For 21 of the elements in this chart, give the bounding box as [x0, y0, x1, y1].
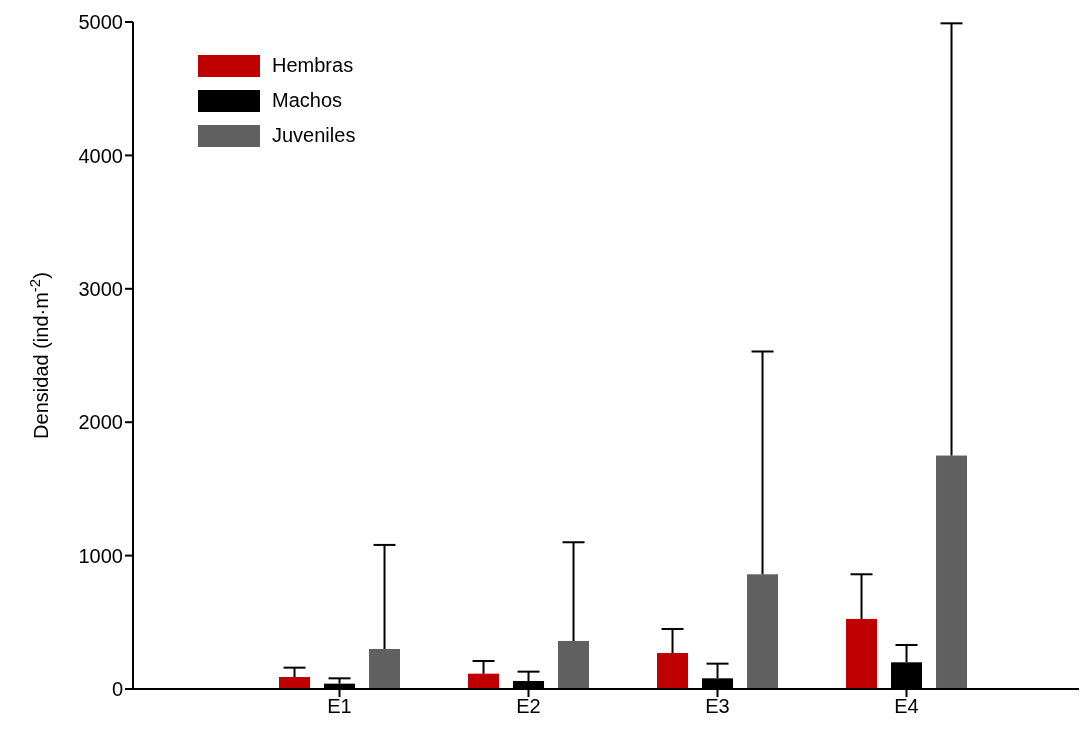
y-tick-label: 4000	[78, 144, 123, 167]
bar	[468, 673, 500, 689]
x-tick-label: E4	[894, 695, 919, 718]
bar	[657, 652, 689, 689]
x-tick-label: E2	[516, 695, 541, 718]
y-tick-label: 3000	[78, 277, 123, 300]
y-tick-label: 1000	[78, 544, 123, 567]
legend-label: Machos	[272, 88, 343, 113]
bar	[369, 648, 401, 689]
bar	[279, 676, 311, 689]
y-tick-label: 2000	[78, 411, 123, 434]
legend-label: Juveniles	[272, 123, 356, 148]
bar	[558, 640, 590, 689]
bar	[936, 455, 968, 689]
bar	[747, 574, 779, 689]
bar	[846, 618, 878, 689]
y-tick-label: 5000	[78, 11, 123, 34]
legend-label: Hembras	[272, 53, 354, 78]
x-tick-label: E1	[327, 695, 352, 718]
y-tick-label: 0	[111, 678, 123, 701]
x-tick-label: E3	[705, 695, 730, 718]
